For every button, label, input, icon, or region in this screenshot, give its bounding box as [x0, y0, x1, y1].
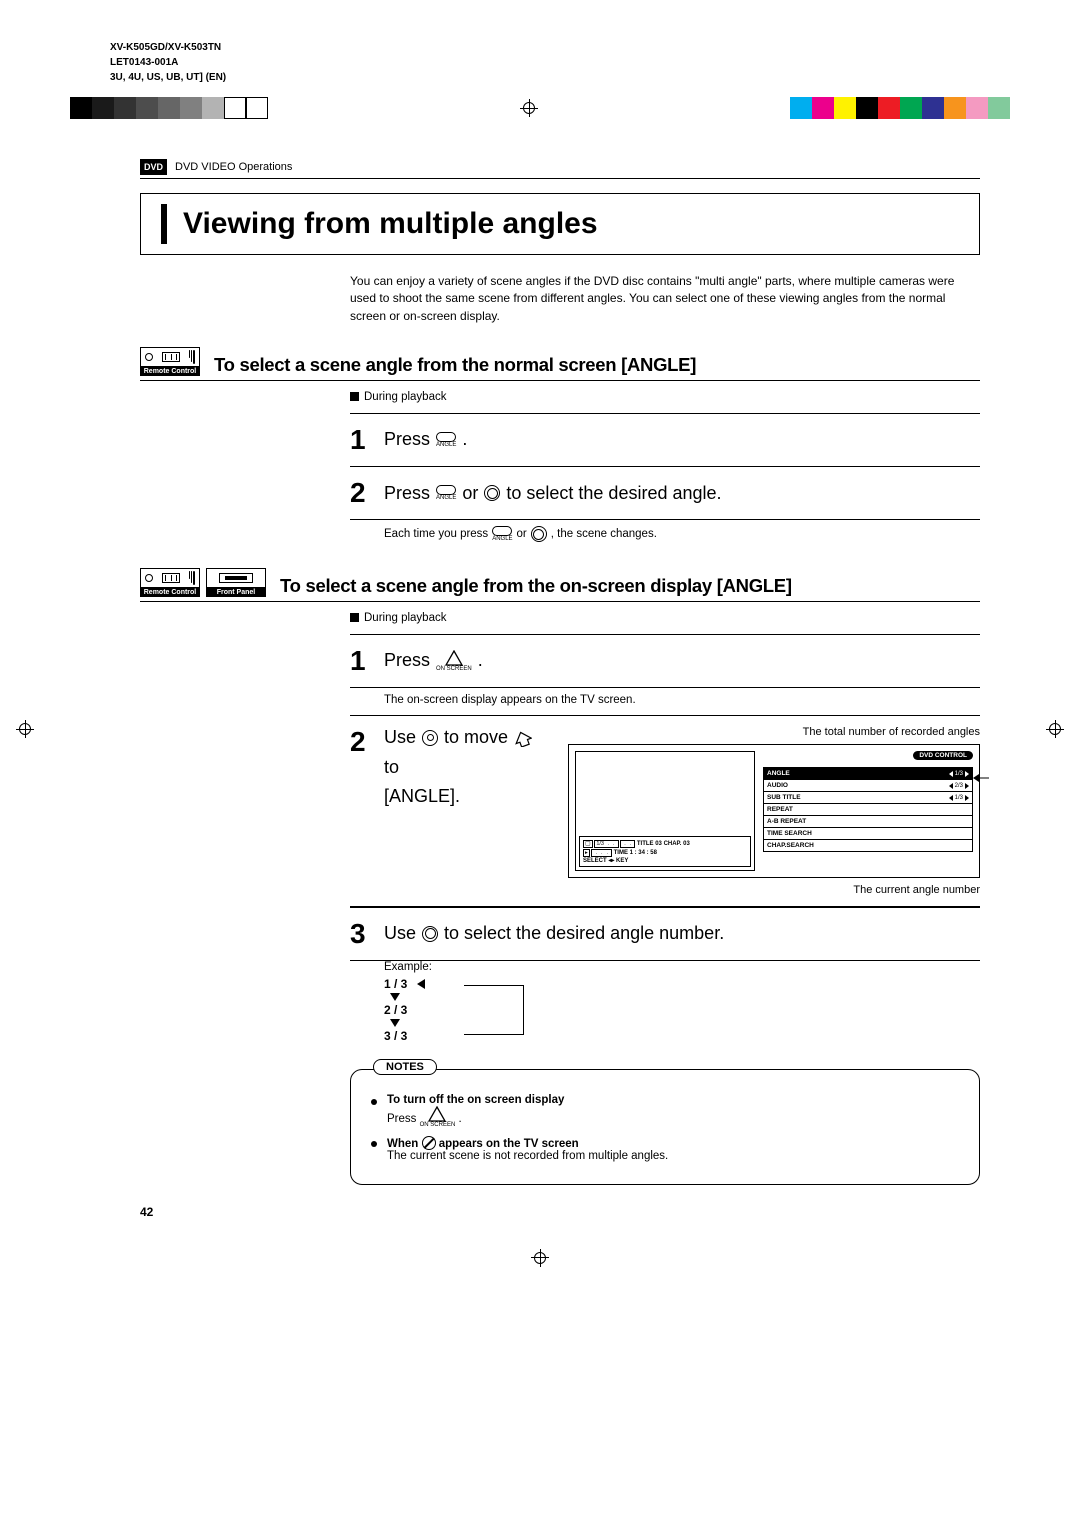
subsection-a-header: Remote Control To select a scene angle f… — [140, 347, 980, 381]
dvd-badge: DVD — [140, 159, 167, 175]
section-label: DVD VIDEO Operations — [175, 161, 292, 173]
page-number: 42 — [140, 1205, 980, 1219]
subsection-b-title: To select a scene angle from the on-scre… — [280, 575, 980, 597]
remote-control-badge: Remote Control — [140, 347, 200, 376]
remote-control-badge: Remote Control — [140, 568, 200, 597]
menu-item: TIME SEARCH — [764, 827, 972, 839]
diagram-panel: The total number of recorded angles ▢ 1/… — [568, 726, 980, 896]
menu-item: ANGLE1/3 — [764, 768, 972, 779]
step-b1: 1 Press ON SCREEN . — [350, 634, 980, 688]
step-a2-desc: Each time you press ANGLE or , the scene… — [384, 526, 980, 542]
model: XV-K505GD/XV-K503TN — [110, 40, 1010, 55]
notes-label: NOTES — [373, 1059, 437, 1075]
crosshair-icon — [16, 720, 34, 738]
leftright-button-icon — [422, 926, 438, 942]
subsection-b-header: Remote Control Front Panel To select a s… — [140, 568, 980, 602]
subsection-a-title: To select a scene angle from the normal … — [214, 354, 980, 376]
angle-button-icon: ANGLE — [492, 526, 512, 542]
prohibit-icon — [422, 1136, 436, 1150]
step-a1: 1 Press ANGLE. — [350, 413, 980, 467]
front-panel-badge: Front Panel — [206, 568, 266, 597]
dvd-control-label: DVD CONTROL — [913, 751, 973, 760]
during-playback-a: During playback — [350, 391, 980, 403]
step-b1-desc: The on-screen display appears on the TV … — [384, 694, 980, 706]
registration-strip — [70, 97, 1010, 119]
code: LET0143-001A — [110, 55, 1010, 70]
page-title: Viewing from multiple angles — [183, 207, 598, 241]
crosshair-icon — [520, 99, 538, 117]
crosshair-icon — [531, 1249, 549, 1267]
cursor-icon — [514, 730, 532, 746]
menu-item: A-B REPEAT — [764, 815, 972, 827]
step-a2: 2 Press ANGLE or to select the desired a… — [350, 466, 980, 520]
example-block: Example: 1 / 3 2 / 3 3 / 3 — [384, 961, 980, 1043]
onscreen-button-icon: ON SCREEN — [436, 650, 472, 672]
menu-item: AUDIO2/3 — [764, 779, 972, 791]
leftright-button-icon — [531, 526, 547, 542]
notes-box: NOTES To turn off the on screen display … — [350, 1069, 980, 1185]
header-meta: XV-K505GD/XV-K503TN LET0143-001A 3U, 4U,… — [110, 40, 1010, 85]
regions: 3U, 4U, US, UB, UT] (EN) — [110, 70, 1010, 85]
angle-button-icon: ANGLE — [436, 485, 456, 501]
crosshair-icon — [1046, 720, 1064, 738]
page-title-banner: Viewing from multiple angles — [140, 193, 980, 255]
updown-button-icon — [422, 730, 438, 746]
menu-item: CHAP.SEARCH — [764, 839, 972, 851]
during-playback-b: During playback — [350, 612, 980, 624]
menu-item: SUB TITLE1/3 — [764, 791, 972, 803]
section-header: DVD DVD VIDEO Operations — [140, 159, 980, 179]
step-b3: 3 Use to select the desired angle number… — [350, 907, 980, 961]
onscreen-button-icon: ON SCREEN — [420, 1106, 456, 1128]
intro-text: You can enjoy a variety of scene angles … — [350, 273, 980, 325]
step-b2: 2 Use to move to [ANGLE]. — [350, 715, 980, 907]
menu-item: REPEAT — [764, 803, 972, 815]
angle-button-icon: ANGLE — [436, 432, 456, 448]
leftright-button-icon — [484, 485, 500, 501]
